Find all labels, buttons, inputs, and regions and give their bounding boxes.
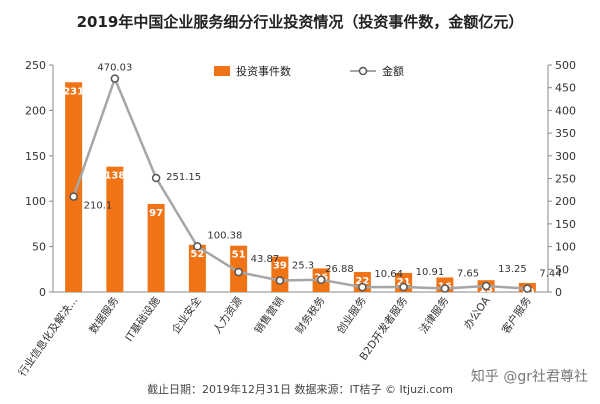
y-right-tick-label: 0 (555, 286, 562, 299)
bar (106, 166, 124, 292)
bar-value-label: 138 (104, 171, 125, 182)
amount-point (440, 284, 450, 293)
bar (147, 203, 165, 292)
bar-value-label: 52 (190, 249, 204, 260)
amount-label: 10.64 (374, 269, 403, 280)
amount-point (69, 192, 78, 201)
legend-bar-label: 投资事件数 (236, 64, 291, 78)
x-labels: 行业信息化及解决... 数据服务 IT基础设施 企业安全 人力资源 销售营销 财务税务 创业服… (16, 294, 535, 379)
y-right-tick-label: 50 (555, 263, 569, 276)
amount-label: 10.91 (416, 267, 445, 278)
bar-value-label: 22 (355, 276, 369, 287)
amount-label: 25.3 (292, 261, 314, 272)
amount-label: 251.15 (166, 172, 201, 183)
y-right-tick-label: 500 (555, 59, 576, 72)
chart-title: 2019年中国企业服务细分行业投资情况（投资事件数，金额亿元） (77, 13, 524, 31)
y-right-tick-label: 200 (555, 195, 576, 208)
legend: 投资事件数 金额 (214, 64, 404, 78)
amount-line (72, 75, 528, 290)
watermark: 知乎 @gr社君尊社 (470, 369, 588, 385)
x-tick-label: 办公OA (461, 294, 493, 332)
y-right-tick-label: 300 (555, 150, 576, 163)
amount-label: 210.1 (84, 201, 113, 212)
x-tick-label: 行业信息化及解决... (16, 294, 81, 378)
x-tick-label: 销售营销 (252, 294, 287, 336)
bar (188, 244, 206, 292)
y-left-tick-label: 0 (39, 286, 46, 299)
bar-value-label: 97 (149, 208, 163, 219)
amount-label: 26.88 (325, 264, 354, 275)
amount-label: 7.65 (457, 269, 479, 280)
x-tick-label: 财务税务 (293, 294, 328, 336)
x-tick-label: IT基础设施 (122, 294, 162, 344)
bar (271, 256, 289, 292)
x-tick-label: 创业服务 (334, 294, 369, 336)
bar-value-label: 21 (397, 277, 411, 288)
bar (65, 82, 83, 292)
x-tick-label: 人力资源 (210, 294, 245, 336)
amount-label: 100.38 (207, 230, 242, 241)
amount-point (193, 242, 202, 251)
amount-label: 470.03 (97, 63, 132, 74)
axes: 0 50 100 150 200 250 0 50 100 150 200 250 300 350 400 4… (25, 59, 576, 299)
bar-value-label: 231 (63, 86, 84, 97)
y-left-tick-label: 150 (25, 150, 46, 163)
x-tick-label: 数据服务 (87, 294, 122, 336)
amount-point (151, 173, 161, 183)
amount-label: 43.87 (251, 254, 280, 265)
amount-point (234, 267, 243, 277)
amount-label: 13.25 (498, 264, 527, 275)
y-right-tick-label: 100 (555, 241, 576, 254)
amount-point (110, 74, 120, 83)
x-tick-label: 企业安全 (169, 294, 204, 336)
amount-point (316, 275, 326, 285)
legend-line-marker (358, 66, 368, 76)
amount-point (275, 276, 285, 285)
amount-point (399, 282, 408, 292)
footer-source: 截止日期：2019年12月31日 数据来源：IT桔子 © Itjuzi.com (147, 383, 453, 396)
y-right-tick-label: 400 (555, 104, 576, 117)
amount-label: 7.44 (539, 269, 561, 280)
y-right-tick-label: 450 (555, 82, 576, 95)
amount-point (523, 284, 532, 293)
y-left-tick-label: 200 (25, 104, 46, 117)
y-left-tick-label: 100 (25, 195, 46, 208)
y-right-tick-label: 350 (555, 127, 576, 140)
legend-bar-swatch (214, 66, 230, 76)
line-layer: 210.1 470.03 251.15 100.38 43.87 25.3 26.88 10.… (69, 63, 562, 293)
amount-point (481, 281, 491, 291)
y-left-tick-label: 50 (32, 241, 46, 254)
y-right-tick-label: 150 (555, 218, 576, 231)
legend-line-label: 金额 (382, 64, 404, 78)
bars (65, 82, 536, 292)
x-tick-label: 客户服务 (499, 294, 534, 336)
y-left-tick-label: 250 (25, 59, 46, 72)
amount-point (358, 282, 367, 292)
x-tick-label: 法律服务 (417, 294, 452, 336)
bar-value-label: 51 (232, 250, 246, 261)
y-right-tick-label: 250 (555, 173, 576, 186)
bar-value-label: 39 (273, 261, 287, 272)
